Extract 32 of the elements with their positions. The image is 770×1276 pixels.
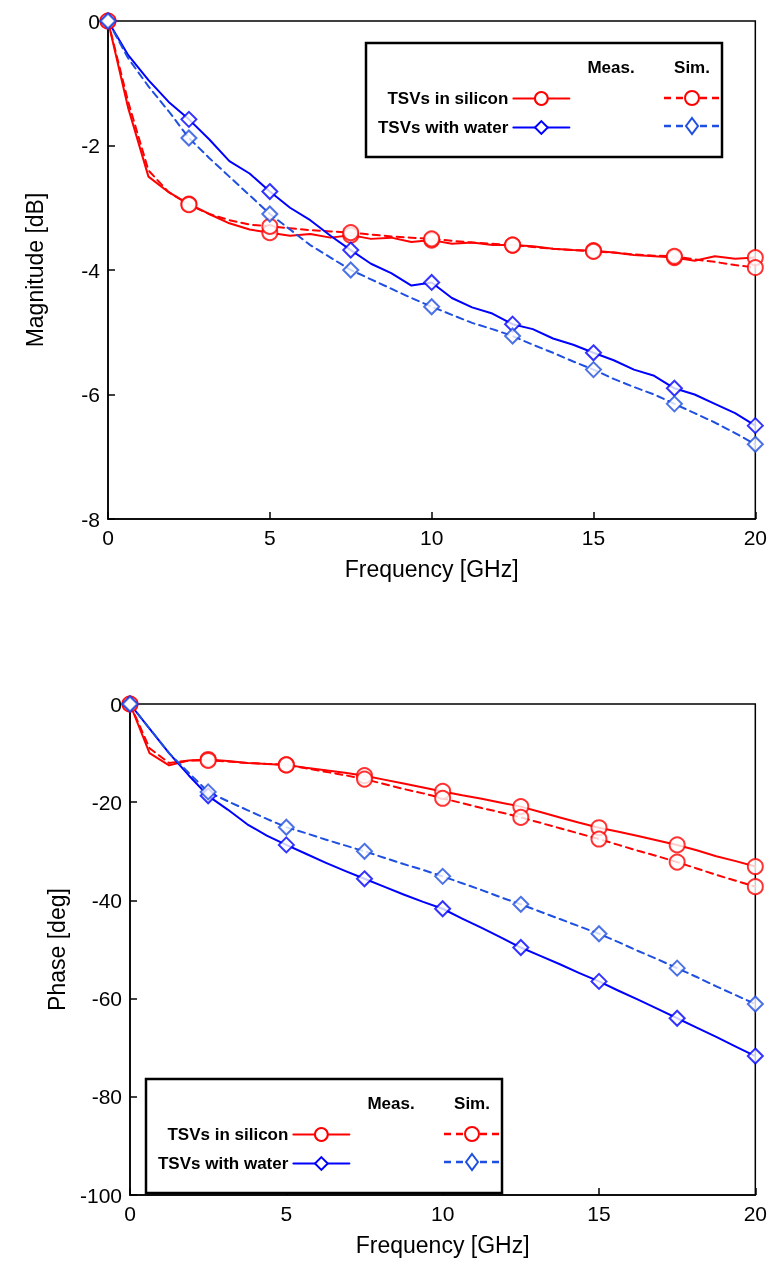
y-tick-label: -100	[79, 1183, 122, 1207]
y-tick-label: -40	[91, 888, 122, 912]
y-tick-label: 0	[110, 692, 122, 716]
x-tick-label: 10	[430, 1202, 455, 1225]
legend-label: TSVs with water	[377, 118, 509, 137]
x-tick-label: 5	[280, 1202, 293, 1225]
y-tick-label: -80	[91, 1085, 122, 1109]
y-tick-label: -6	[81, 383, 100, 406]
x-tick-label: 20	[743, 1202, 767, 1225]
y-tick-label: 0	[88, 9, 100, 33]
y-tick-label: -4	[81, 258, 101, 282]
legend-label: TSVs with water	[157, 1154, 289, 1173]
x-axis-title: Frequency [GHz]	[355, 1231, 530, 1258]
y-tick-label: -20	[91, 790, 122, 814]
legend-label: TSVs in silicon	[167, 1125, 289, 1144]
x-tick-label: 0	[124, 1202, 136, 1225]
annotation: Meas.	[587, 57, 635, 77]
y-axis-title: Magnitude [dB]	[21, 192, 48, 348]
x-tick-label: 10	[419, 526, 444, 549]
x-tick-label: 5	[263, 526, 276, 549]
y-tick-label: -60	[91, 987, 122, 1011]
y-tick-label: -8	[81, 507, 100, 531]
legend-label: TSVs in silicon	[387, 89, 509, 108]
x-tick-label: 20	[743, 526, 767, 549]
x-tick-label: 15	[581, 526, 606, 549]
annotation: Meas.	[367, 1093, 415, 1113]
y-axis-title: Phase [deg]	[43, 888, 70, 1011]
x-axis-title: Frequency [GHz]	[344, 555, 519, 582]
x-tick-label: 15	[587, 1202, 611, 1225]
annotation: Sim.	[674, 57, 710, 77]
annotation: Sim.	[454, 1093, 490, 1113]
y-tick-label: -2	[81, 134, 100, 157]
